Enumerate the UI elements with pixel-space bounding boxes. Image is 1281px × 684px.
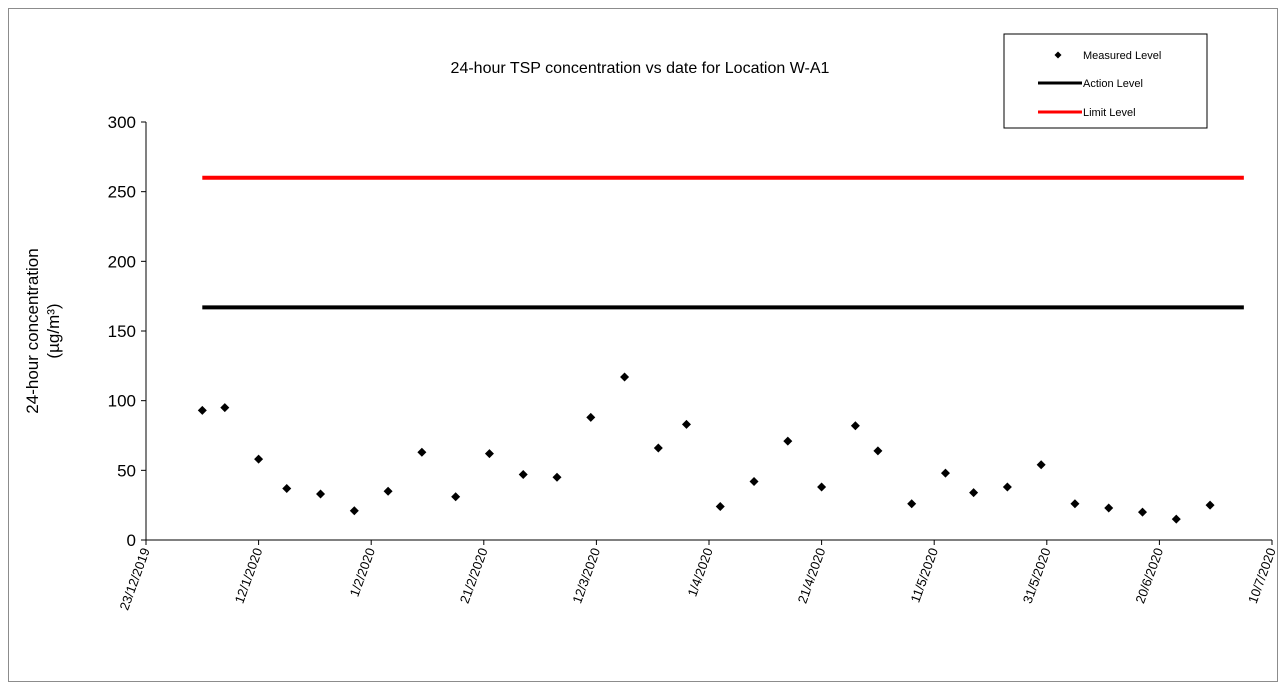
measured-point (715, 502, 725, 512)
y-axis-label-line1: 24-hour concentration (23, 248, 42, 413)
measured-point (220, 403, 230, 413)
legend-label: Action Level (1083, 78, 1143, 90)
legend-marker-measured (1054, 51, 1062, 59)
y-tick-label: 100 (108, 392, 136, 411)
measured-point (1002, 482, 1012, 492)
measured-point (1104, 503, 1114, 513)
x-tick-label: 20/6/2020 (1132, 546, 1166, 605)
measured-point (451, 492, 461, 502)
x-tick-label: 1/4/2020 (684, 546, 715, 599)
measured-point (349, 506, 359, 516)
measured-point (749, 476, 759, 486)
legend: Measured Level Action Level Limit Level (1003, 33, 1208, 129)
x-tick-label: 12/1/2020 (232, 546, 266, 605)
measured-point (1205, 500, 1215, 510)
measured-point (817, 482, 827, 492)
y-ticks: 0 50 100 150 200 250 300 (108, 113, 146, 550)
measured-point (783, 436, 793, 446)
y-axis-label: 24-hour concentration (µg/m³) (23, 248, 63, 413)
measured-point (907, 499, 917, 509)
y-tick-label: 200 (108, 252, 136, 271)
axes (145, 122, 1272, 541)
x-tick-label: 11/5/2020 (907, 546, 941, 605)
measured-point (681, 419, 691, 429)
measured-point (620, 372, 630, 382)
legend-label: Measured Level (1083, 50, 1161, 62)
x-tick-label: 21/2/2020 (457, 546, 491, 605)
measured-point (254, 454, 264, 464)
measured-point (316, 489, 326, 499)
measured-point (873, 446, 883, 456)
measured-point (383, 486, 393, 496)
measured-points (197, 372, 1215, 524)
measured-point (518, 470, 528, 480)
measured-point (1171, 514, 1181, 524)
measured-point (1138, 507, 1148, 517)
y-tick-label: 300 (108, 113, 136, 132)
measured-point (417, 447, 427, 457)
legend-label: Limit Level (1083, 107, 1136, 119)
measured-point (552, 472, 562, 482)
measured-point (1036, 460, 1046, 470)
y-tick-label: 250 (108, 183, 136, 202)
measured-point (969, 488, 979, 498)
measured-point (586, 412, 596, 422)
x-tick-label: 1/2/2020 (347, 546, 378, 599)
x-tick-label: 12/3/2020 (569, 546, 603, 605)
legend-box (1003, 33, 1208, 129)
y-tick-label: 150 (108, 322, 136, 341)
x-tick-label: 21/4/2020 (795, 546, 829, 605)
y-axis-label-line2: (µg/m³) (44, 303, 63, 358)
chart-title: 24-hour TSP concentration vs date for Lo… (451, 60, 830, 77)
y-tick-label: 0 (127, 531, 136, 550)
measured-point (484, 449, 494, 459)
x-tick-label: 31/5/2020 (1020, 546, 1054, 605)
measured-point (653, 443, 663, 453)
y-tick-label: 50 (117, 461, 136, 480)
x-tick-label: 23/12/2019 (116, 546, 152, 612)
level-lines (202, 175, 1244, 310)
measured-point (282, 483, 292, 493)
measured-point (850, 421, 860, 431)
x-ticks: 23/12/2019 12/1/2020 1/2/2020 21/2/2020 12/3… (116, 540, 1279, 612)
measured-point (1070, 499, 1080, 509)
x-tick-label: 10/7/2020 (1245, 546, 1279, 605)
measured-point (197, 405, 207, 415)
measured-point (940, 468, 950, 478)
